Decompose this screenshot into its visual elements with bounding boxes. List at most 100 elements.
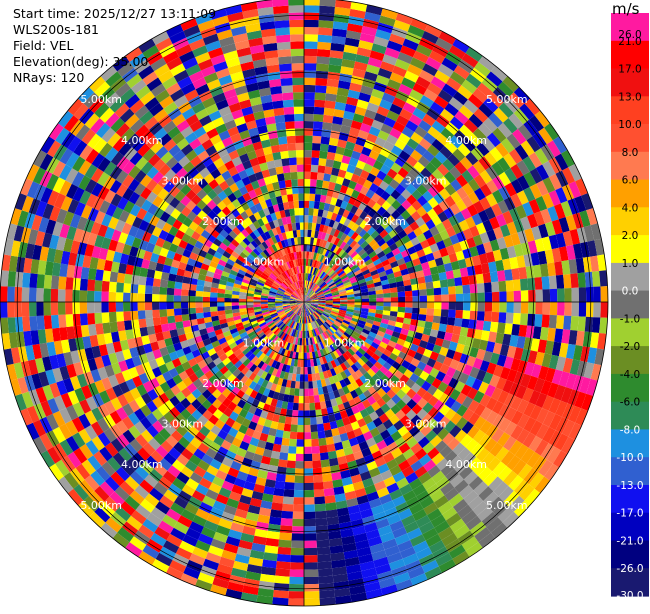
velocity-gate xyxy=(275,576,290,584)
velocity-gate xyxy=(390,292,398,297)
velocity-gate xyxy=(72,302,80,314)
velocity-gate xyxy=(317,172,325,180)
velocity-gate xyxy=(304,555,318,563)
velocity-gate xyxy=(317,547,331,555)
velocity-gate xyxy=(286,468,296,476)
velocity-gate xyxy=(456,302,463,310)
velocity-gate xyxy=(513,313,521,325)
velocity-gate xyxy=(284,482,294,490)
velocity-gate xyxy=(318,438,326,446)
velocity-gate xyxy=(279,144,288,152)
velocity-gate xyxy=(94,313,102,324)
velocity-gate xyxy=(314,107,325,115)
velocity-gate xyxy=(304,548,317,556)
velocity-gate xyxy=(579,302,587,317)
velocity-gate xyxy=(492,292,500,302)
velocity-gate xyxy=(80,302,88,314)
velocity-gate xyxy=(123,311,131,321)
velocity-gate xyxy=(485,292,493,302)
velocity-gate xyxy=(556,275,564,289)
velocity-gate xyxy=(217,302,224,307)
velocity-gate xyxy=(210,302,217,307)
velocity-gate xyxy=(557,302,565,316)
velocity-gate xyxy=(130,293,138,302)
velocity-gate xyxy=(116,302,124,312)
velocity-gate xyxy=(504,269,513,281)
velocity-gate xyxy=(313,129,323,137)
velocity-gate xyxy=(585,272,593,288)
velocity-gate xyxy=(391,302,398,307)
velocity-gate xyxy=(418,283,426,290)
velocity-gate xyxy=(453,269,462,278)
velocity-gate xyxy=(470,284,478,294)
velocity-gate xyxy=(319,590,335,599)
velocity-gate xyxy=(497,270,506,281)
velocity-gate xyxy=(319,445,328,453)
velocity-gate xyxy=(506,280,514,291)
velocity-gate xyxy=(327,444,336,453)
velocity-gate xyxy=(145,310,153,319)
velocity-gate xyxy=(304,92,315,100)
velocity-gate xyxy=(146,277,154,286)
velocity-gate xyxy=(296,374,301,382)
velocity-gate xyxy=(224,298,231,302)
velocity-gate xyxy=(312,143,321,151)
velocity-gate xyxy=(81,267,90,279)
velocity-gate xyxy=(593,287,601,303)
velocity-gate xyxy=(578,273,586,288)
velocity-gate xyxy=(318,561,332,569)
velocity-gate xyxy=(174,308,182,315)
velocity-gate xyxy=(281,78,293,86)
velocity-gate xyxy=(304,389,309,396)
velocity-gate xyxy=(420,296,427,302)
velocity-gate xyxy=(398,291,406,297)
velocity-gate xyxy=(319,13,335,21)
velocity-gate xyxy=(304,360,307,367)
velocity-gate xyxy=(304,476,314,484)
velocity-gate xyxy=(304,519,316,527)
velocity-gate xyxy=(147,269,156,278)
velocity-gate xyxy=(296,223,301,231)
velocity-gate xyxy=(290,562,304,570)
velocity-gate xyxy=(484,282,492,292)
velocity-gate xyxy=(318,431,326,439)
velocity-gate xyxy=(312,460,321,468)
velocity-gate xyxy=(29,288,37,302)
velocity-gate xyxy=(152,310,160,318)
velocity-gate xyxy=(369,298,376,302)
velocity-gate xyxy=(109,312,117,323)
velocity-gate xyxy=(15,317,23,333)
velocity-gate xyxy=(376,302,383,306)
velocity-gate xyxy=(102,322,111,333)
velocity-gate xyxy=(196,291,204,297)
velocity-gate xyxy=(298,403,304,410)
velocity-gate xyxy=(279,532,292,540)
velocity-gate xyxy=(325,502,337,511)
velocity-gate xyxy=(66,277,74,290)
velocity-gate xyxy=(116,292,124,302)
velocity-gate xyxy=(29,302,37,316)
velocity-gate xyxy=(131,284,139,294)
velocity-gate xyxy=(535,302,543,315)
velocity-gate xyxy=(461,319,469,328)
velocity-gate xyxy=(280,151,289,159)
velocity-gate xyxy=(95,269,104,281)
velocity-gate xyxy=(246,302,253,305)
velocity-gate xyxy=(309,403,315,411)
velocity-gate xyxy=(318,20,333,28)
velocity-gate xyxy=(203,291,211,297)
velocity-gate xyxy=(278,547,292,555)
velocity-gate xyxy=(270,509,282,518)
velocity-gate xyxy=(326,437,335,446)
velocity-gate xyxy=(304,504,315,512)
velocity-gate xyxy=(280,525,293,533)
velocity-gate xyxy=(310,179,317,187)
velocity-gate xyxy=(276,122,286,130)
velocity-gate xyxy=(117,321,126,332)
velocity-gate xyxy=(312,136,321,144)
velocity-gate xyxy=(73,278,81,291)
velocity-gate xyxy=(145,302,152,310)
velocity-gate xyxy=(80,279,88,291)
velocity-gate xyxy=(391,297,398,302)
velocity-gate xyxy=(279,452,288,460)
